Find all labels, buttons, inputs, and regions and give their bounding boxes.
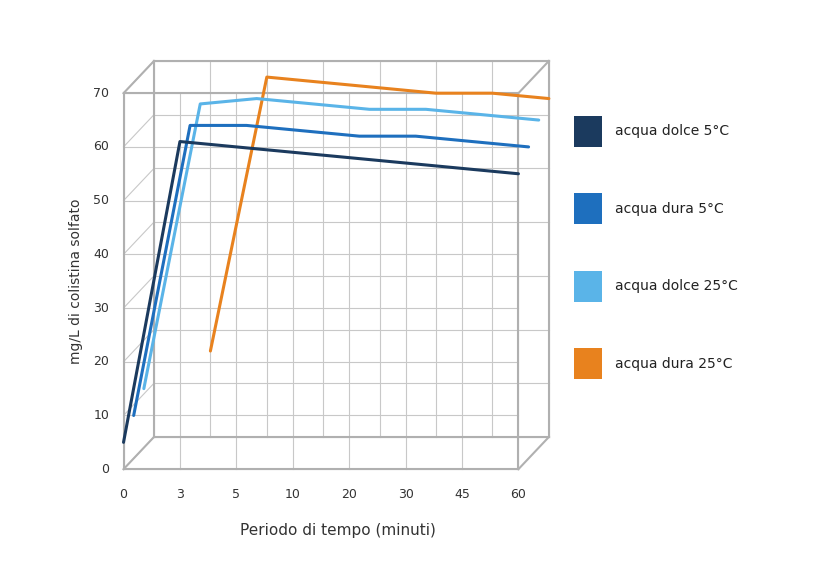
Text: Periodo di tempo (minuti): Periodo di tempo (minuti) (240, 523, 435, 538)
Text: 45: 45 (454, 488, 469, 501)
FancyBboxPatch shape (573, 348, 601, 380)
Text: mg/L di colistina solfato: mg/L di colistina solfato (69, 199, 83, 364)
Text: 60: 60 (510, 488, 526, 501)
Text: 30: 30 (397, 488, 413, 501)
Text: acqua dura 5°C: acqua dura 5°C (614, 202, 723, 215)
Text: 0: 0 (120, 488, 128, 501)
Text: 0: 0 (102, 462, 109, 475)
Text: 3: 3 (176, 488, 183, 501)
FancyBboxPatch shape (573, 193, 601, 224)
Text: 20: 20 (93, 355, 109, 368)
Text: 40: 40 (93, 248, 109, 261)
Text: 60: 60 (93, 140, 109, 153)
Text: 20: 20 (341, 488, 357, 501)
Text: 50: 50 (93, 194, 109, 207)
Text: acqua dolce 25°C: acqua dolce 25°C (614, 279, 737, 293)
Text: 70: 70 (93, 87, 109, 100)
Text: acqua dolce 5°C: acqua dolce 5°C (614, 124, 729, 138)
Text: 30: 30 (93, 302, 109, 315)
Text: acqua dura 25°C: acqua dura 25°C (614, 357, 732, 371)
Text: 10: 10 (284, 488, 301, 501)
Text: 10: 10 (93, 409, 109, 422)
FancyBboxPatch shape (573, 271, 601, 302)
FancyBboxPatch shape (573, 116, 601, 147)
Text: 5: 5 (232, 488, 240, 501)
